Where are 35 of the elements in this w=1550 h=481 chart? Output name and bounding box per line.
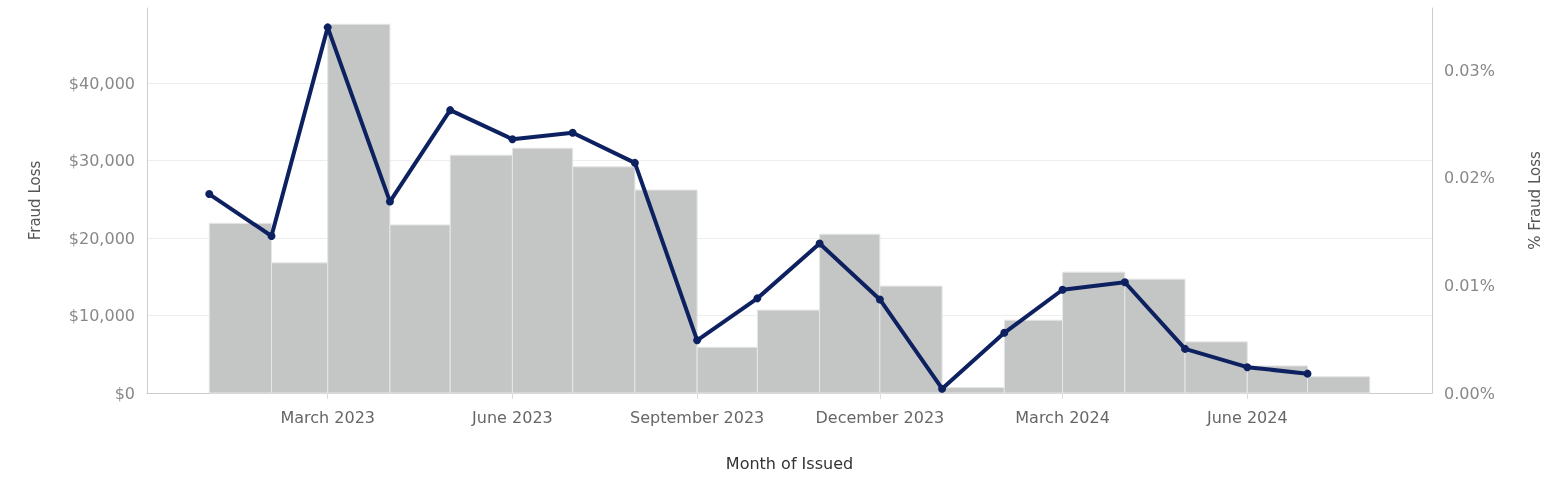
y-tick-label: $30,000 <box>68 151 135 171</box>
y-tick-label: $0 <box>114 383 135 403</box>
point <box>508 135 517 144</box>
x-tick-label: June 2023 <box>471 407 553 427</box>
x-tick-label: March 2023 <box>280 407 375 427</box>
point <box>1243 363 1252 372</box>
y2-tick-label: 0.02% <box>1444 168 1495 188</box>
point <box>1303 369 1312 378</box>
x-tick-label: December 2023 <box>815 407 945 427</box>
point <box>875 295 884 304</box>
y-tick-label: $20,000 <box>68 228 135 248</box>
y-tick-label: $10,000 <box>68 306 135 326</box>
x-tick-label: March 2024 <box>1015 407 1110 427</box>
y2-tick-label: 0.01% <box>1444 275 1495 295</box>
point <box>1120 278 1129 287</box>
point <box>630 158 639 167</box>
x-tick-label: September 2023 <box>630 407 765 427</box>
point <box>1058 285 1067 294</box>
y2-axis-title: % Fraud Loss <box>1525 151 1544 250</box>
point <box>753 294 762 303</box>
y2-tick-label: 0.00% <box>1444 383 1495 403</box>
point <box>1181 344 1190 353</box>
point <box>205 190 214 199</box>
y-axis-title: Fraud Loss <box>25 160 44 241</box>
y-tick-label: $40,000 <box>68 73 135 93</box>
x-axis-title: Month of Issued <box>725 453 854 473</box>
point <box>938 384 947 393</box>
x-tick-label: June 2024 <box>1205 407 1288 427</box>
point <box>693 336 702 345</box>
point <box>267 231 276 240</box>
point <box>568 128 577 137</box>
point <box>1000 328 1009 337</box>
point <box>815 239 824 248</box>
y2-tick-label: 0.03% <box>1444 60 1495 80</box>
point <box>446 106 455 115</box>
